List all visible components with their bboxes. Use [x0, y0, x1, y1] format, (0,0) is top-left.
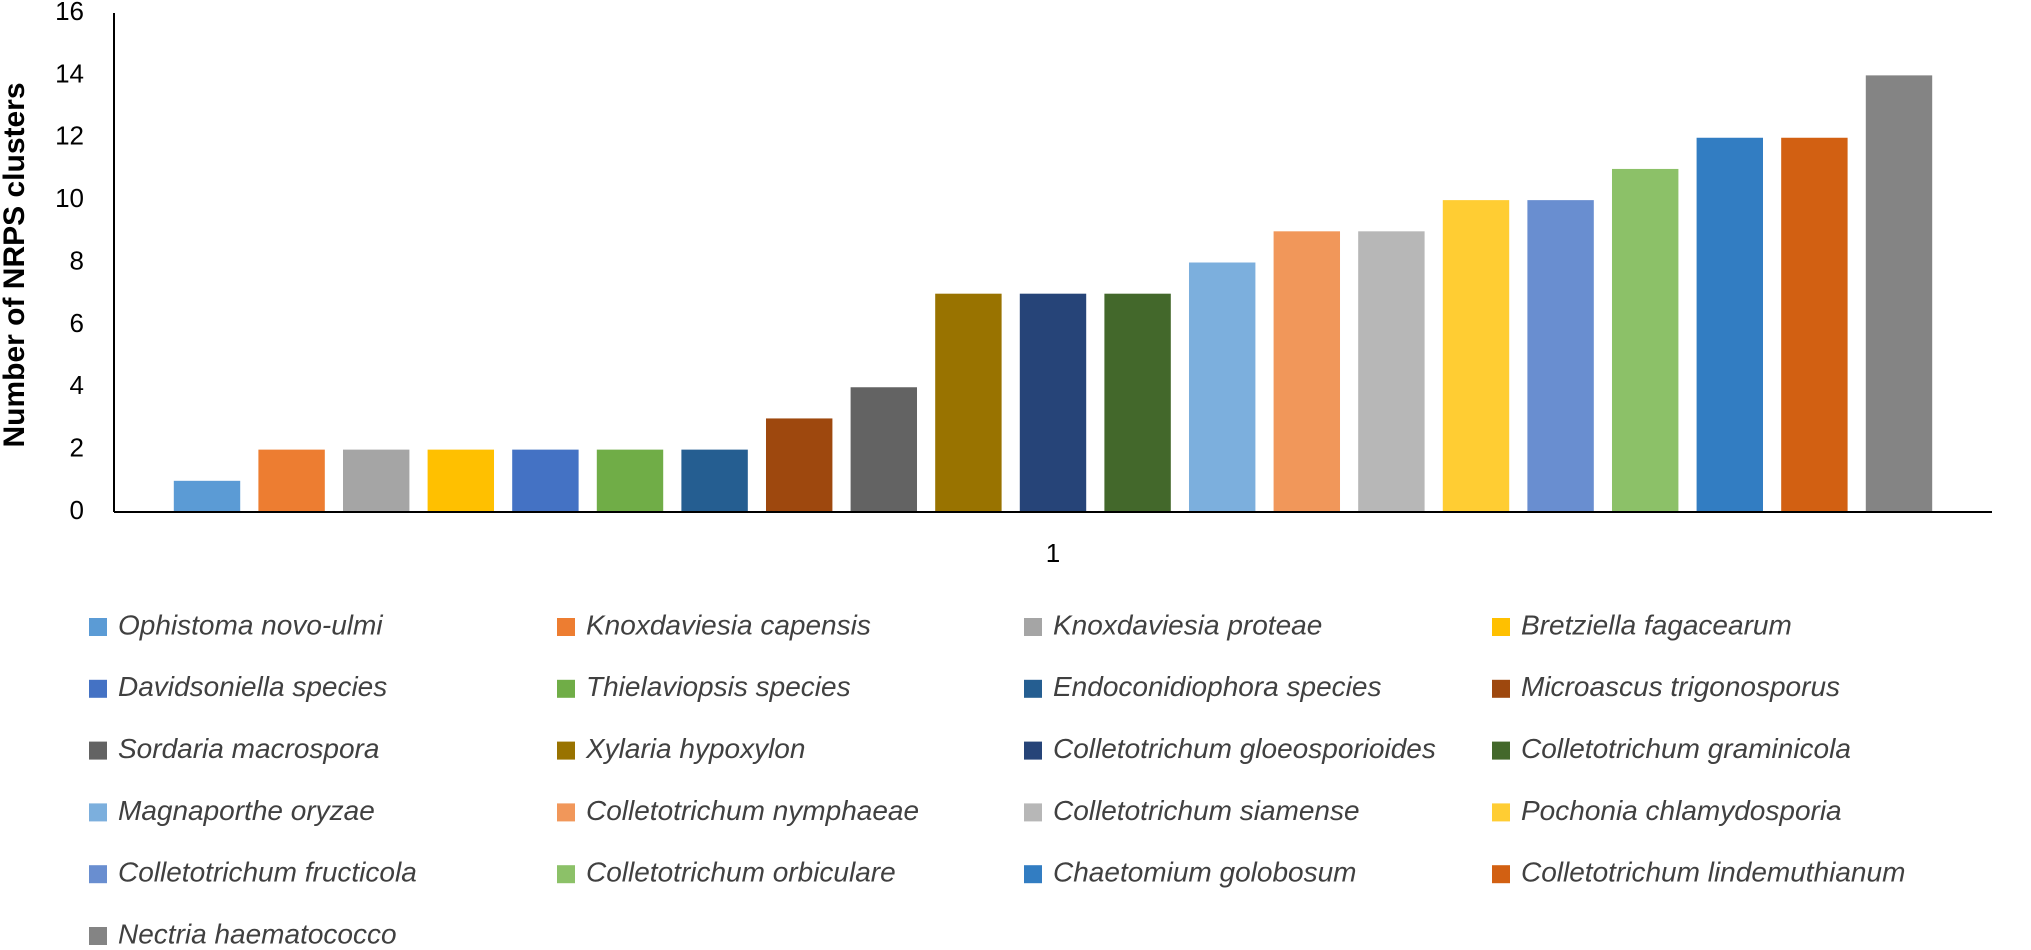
legend-label: Knoxdaviesia proteae	[1053, 609, 1322, 640]
legend-swatch	[557, 741, 575, 760]
legend-label: Magnaporthe oryzae	[118, 795, 375, 826]
bar	[1442, 200, 1510, 512]
legend-swatch	[557, 618, 575, 636]
bar	[1781, 137, 1848, 512]
legend-label: Bretziella fagacearum	[1521, 609, 1792, 640]
y-tick-label: 2	[70, 433, 84, 463]
legend-swatch	[89, 679, 107, 698]
y-axis-label: Number of NRPS clusters	[0, 82, 31, 447]
bar	[1865, 75, 1933, 512]
legend-label: Sordaria macrospora	[118, 733, 379, 764]
legend-swatch	[1492, 618, 1510, 636]
legend-swatch	[89, 741, 107, 760]
legend-label: Microascus trigonosporus	[1521, 671, 1840, 702]
bar	[173, 480, 241, 512]
legend-label: Ophistoma novo-ulmi	[118, 609, 383, 640]
bar	[1611, 168, 1679, 512]
legend-swatch	[1492, 741, 1510, 760]
legend-swatch	[1024, 618, 1042, 636]
legend-label: Colletotrichum lindemuthianum	[1521, 857, 1905, 888]
y-tick-label: 0	[70, 495, 84, 525]
legend-swatch	[1024, 803, 1042, 822]
legend-label: Knoxdaviesia capensis	[586, 609, 871, 640]
y-tick-label: 14	[55, 58, 84, 88]
bar	[850, 387, 918, 512]
bar	[427, 449, 495, 512]
legend-label: Davidsoniella species	[118, 671, 387, 702]
bar	[935, 293, 1002, 512]
legend-swatch	[557, 803, 575, 822]
legend-swatch	[89, 927, 107, 945]
legend-swatch	[1492, 679, 1510, 698]
y-tick-label: 8	[70, 245, 84, 275]
bar	[681, 449, 748, 512]
bar	[342, 449, 410, 512]
legend-label: Endoconidiophora species	[1053, 671, 1381, 702]
legend-label: Colletotrichum orbiculare	[586, 857, 896, 888]
bar	[1104, 293, 1171, 512]
bar	[512, 449, 579, 512]
legend-label: Pochonia chlamydosporia	[1521, 795, 1842, 826]
legend-label: Colletotrichum nymphaeae	[586, 795, 919, 826]
legend-swatch	[1024, 865, 1042, 884]
bar	[258, 449, 325, 512]
y-tick-label: 12	[55, 121, 84, 151]
bar	[596, 449, 664, 512]
legend-label: Xylaria hypoxylon	[585, 733, 805, 764]
legend-swatch	[1492, 865, 1510, 884]
legend-label: Chaetomium golobosum	[1053, 857, 1357, 888]
legend-label: Colletotrichum siamense	[1053, 795, 1360, 826]
legend-swatch	[1492, 803, 1510, 822]
legend-swatch	[1024, 741, 1042, 760]
legend-swatch	[89, 803, 107, 822]
y-tick-label: 6	[70, 308, 84, 338]
bar	[1188, 262, 1256, 512]
legend-label: Nectria haematococco	[118, 918, 397, 949]
legend-swatch	[557, 679, 575, 698]
x-tick-label: 1	[1046, 538, 1060, 568]
y-tick-label: 10	[55, 183, 84, 213]
legend-label: Colletotrichum gloeosporioides	[1053, 733, 1436, 764]
legend-label: Colletotrichum fructicola	[118, 857, 417, 888]
legend-swatch	[557, 865, 575, 884]
y-tick-label: 16	[55, 0, 84, 26]
bar	[765, 418, 833, 512]
legend-swatch	[89, 618, 107, 636]
y-tick-label: 4	[70, 370, 84, 400]
bar	[1358, 231, 1425, 512]
bar	[1273, 231, 1341, 512]
bar	[1696, 137, 1764, 512]
bar	[1527, 200, 1594, 512]
legend-swatch	[89, 865, 107, 884]
legend-swatch	[1024, 679, 1042, 698]
legend-label: Colletotrichum graminicola	[1521, 733, 1851, 764]
bar	[1019, 293, 1087, 512]
legend-label: Thielaviopsis species	[586, 671, 851, 702]
